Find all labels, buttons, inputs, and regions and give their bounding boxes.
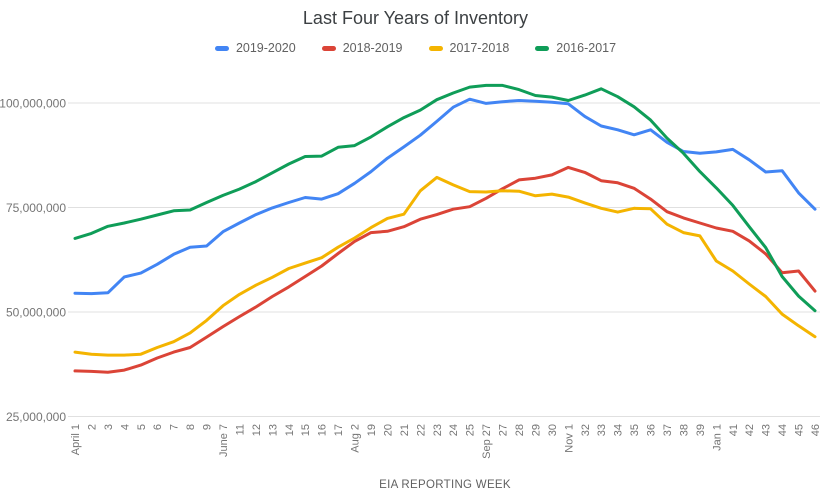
x-axis-tick-label: 24 xyxy=(448,424,460,436)
x-axis-tick-label: 19 xyxy=(366,424,378,436)
x-axis-tick-label: 43 xyxy=(761,424,773,436)
x-axis-tick-label: 30 xyxy=(547,424,559,436)
legend-item-2018-2019[interactable]: 2018-2019 xyxy=(321,41,403,55)
x-axis-tick-label: 15 xyxy=(300,424,312,436)
x-axis-tick-label: Nov 1 xyxy=(563,424,575,453)
legend-item-2019-2020[interactable]: 2019-2020 xyxy=(214,41,296,55)
x-axis-tick-label: 37 xyxy=(662,424,674,436)
x-axis-tick-label: 12 xyxy=(251,424,263,436)
x-axis-tick-label: 25 xyxy=(465,424,477,436)
series-line-2019-2020 xyxy=(73,97,817,296)
x-axis-tick-label: 23 xyxy=(432,424,444,436)
legend-item-2016-2017[interactable]: 2016-2017 xyxy=(535,41,616,55)
x-axis-tick-label: 3 xyxy=(103,424,115,430)
x-axis-tick-label: 32 xyxy=(580,424,592,436)
x-axis-tick-label: 36 xyxy=(646,424,658,436)
legend-swatch-icon xyxy=(214,45,229,51)
legend-item-label: 2016-2017 xyxy=(556,41,617,55)
x-axis-tick-label: 39 xyxy=(695,424,707,436)
x-axis-tick-label: 45 xyxy=(794,424,806,436)
x-axis-tick-label: 4 xyxy=(119,424,131,430)
legend-item-2017-2018[interactable]: 2017-2018 xyxy=(428,41,510,55)
x-axis-tick-label: 28 xyxy=(514,424,526,436)
x-axis-tick-label: 13 xyxy=(267,424,279,436)
x-axis-tick-label: 35 xyxy=(629,424,641,436)
x-axis-tick-label: 42 xyxy=(744,424,756,436)
x-axis-tick-label: 29 xyxy=(530,424,542,436)
x-axis-tick-label: 33 xyxy=(596,424,608,436)
x-axis-tick-label: 21 xyxy=(399,424,411,436)
x-axis-tick-label: 38 xyxy=(678,424,690,436)
x-axis-tick-label: Jan 1 xyxy=(711,424,723,451)
legend-item-label: 2017-2018 xyxy=(449,41,510,55)
x-axis-tick-label: 41 xyxy=(728,424,740,436)
x-axis-tick-label: 17 xyxy=(333,424,345,436)
x-axis-tick-label: June 7 xyxy=(218,424,230,457)
x-axis-tick-label: 14 xyxy=(284,424,296,436)
x-axis-tick-label: 7 xyxy=(169,424,181,430)
legend-swatch-icon xyxy=(535,45,550,51)
legend: 2019-2020 2018-2019 2017-2018 2016-2017 xyxy=(0,41,831,55)
x-axis-tick-label: 20 xyxy=(382,424,394,436)
y-axis-tick-label: 75,000,000 xyxy=(6,201,66,215)
x-axis-tick-label: 5 xyxy=(136,424,148,430)
legend-swatch-icon xyxy=(321,45,336,51)
x-axis-tick-label: 22 xyxy=(415,424,427,436)
x-axis-tick-label: 44 xyxy=(777,424,789,436)
series-line-2017-2018 xyxy=(73,175,817,357)
series-line-2016-2017 xyxy=(73,83,817,313)
x-axis-tick-label: 9 xyxy=(202,424,214,430)
y-axis-tick-label: 50,000,000 xyxy=(6,306,66,320)
x-axis-tick-label: Sep 27 xyxy=(481,424,493,459)
chart-title: Last Four Years of Inventory xyxy=(302,8,529,28)
legend-swatch-icon xyxy=(428,45,443,51)
legend-item-label: 2019-2020 xyxy=(235,41,296,55)
x-axis-tick-label: 27 xyxy=(498,424,510,436)
x-axis-tick-label: 34 xyxy=(613,424,625,436)
y-axis-tick-label: 100,000,000 xyxy=(0,97,66,111)
x-axis-tick-label: 11 xyxy=(234,424,246,435)
x-axis-tick-label: Aug 2 xyxy=(350,424,362,453)
x-axis-tick-label: 8 xyxy=(185,424,197,430)
x-axis-tick-label: 6 xyxy=(152,424,164,430)
x-axis-title: EIA REPORTING WEEK xyxy=(379,479,511,491)
x-axis-tick-label: 2 xyxy=(86,424,98,430)
x-axis-tick-label: April 1 xyxy=(70,424,82,455)
x-axis-tick-label: 16 xyxy=(317,424,329,436)
legend-item-label: 2018-2019 xyxy=(342,41,403,55)
y-axis-tick-label: 25,000,000 xyxy=(6,410,66,424)
series-line-2018-2019 xyxy=(73,165,817,374)
x-axis-tick-label: 46 xyxy=(810,424,822,436)
